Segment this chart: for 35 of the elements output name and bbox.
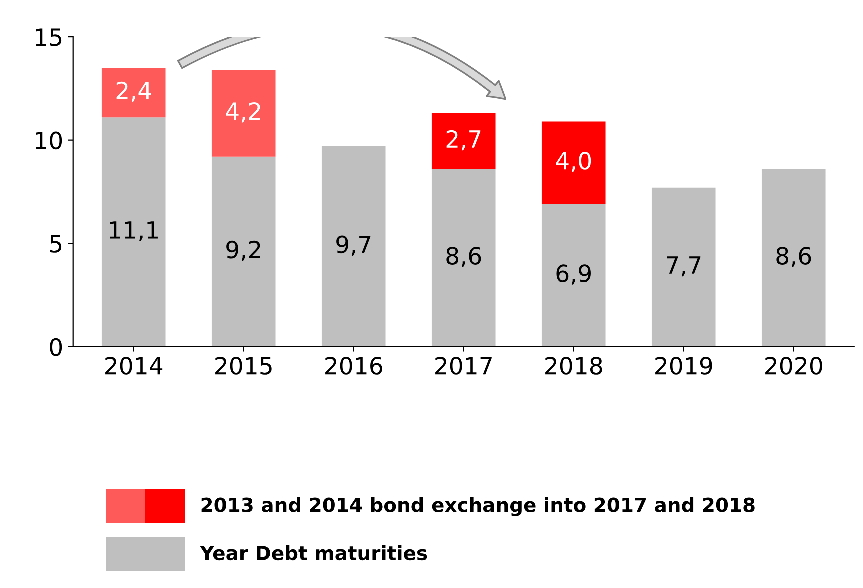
x-tick-label: 2019 <box>656 357 712 375</box>
bar <box>212 156 276 347</box>
legend-label: 2013 and 2014 bond exchange into 2017 and 2018 <box>202 497 755 516</box>
data-label: 4,2 <box>226 102 260 123</box>
data-label: 9,7 <box>336 236 371 256</box>
bar <box>212 70 276 157</box>
data-label: 11,1 <box>110 222 158 242</box>
bar <box>652 188 716 347</box>
x-tick-label: 2018 <box>546 357 602 375</box>
bar <box>322 146 386 347</box>
x-tick-label: 2014 <box>106 357 163 375</box>
y-tick-label: 10 <box>36 132 62 150</box>
bar <box>102 118 166 347</box>
data-label: 4,0 <box>556 152 592 172</box>
bar <box>432 169 496 347</box>
bar <box>762 169 826 347</box>
data-label: 9,2 <box>226 240 260 262</box>
y-tick-label: 5 <box>50 235 62 253</box>
x-tick-label: 2017 <box>436 357 492 375</box>
bar <box>432 113 496 170</box>
legend-label: Year Debt maturities <box>200 546 428 561</box>
x-tick-label: 2015 <box>216 357 272 375</box>
x-tick-label: 2020 <box>766 357 822 375</box>
y-tick-label: 15 <box>36 28 62 46</box>
bar <box>542 122 606 204</box>
data-label: 8,6 <box>446 247 482 268</box>
data-label: 2,7 <box>446 130 481 151</box>
data-label: 6,9 <box>556 264 591 285</box>
data-label: 2,4 <box>116 82 152 102</box>
data-label: 7,7 <box>667 256 701 277</box>
bar <box>542 204 606 347</box>
x-tick-label: 2016 <box>326 357 382 375</box>
data-label: 8,6 <box>776 247 812 268</box>
bar <box>102 68 166 118</box>
y-tick-label: 0 <box>50 338 62 356</box>
